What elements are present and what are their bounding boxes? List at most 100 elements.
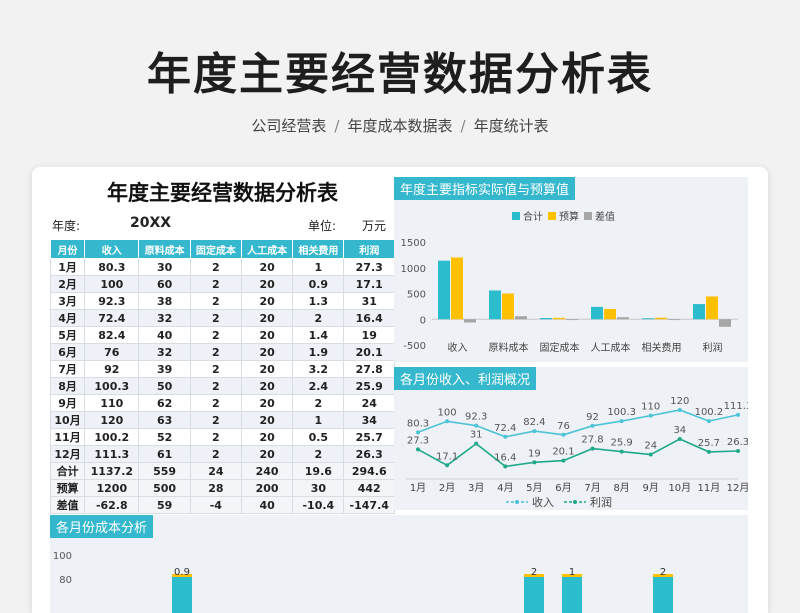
table-cell[interactable]: 559: [138, 462, 191, 480]
table-cell[interactable]: 17.1: [343, 275, 395, 293]
table-cell[interactable]: 92.3: [84, 292, 140, 310]
table-cell[interactable]: 20: [240, 411, 294, 429]
spreadsheet-preview-card[interactable]: 年度主要经营数据分析表 年度: 20XX 单位: 万元 月份 收入 原料成本 固定成本…: [32, 167, 768, 613]
table-cell[interactable]: 20: [240, 394, 294, 412]
table-cell[interactable]: 2: [189, 377, 242, 395]
table-cell[interactable]: 40: [138, 326, 191, 344]
table-cell[interactable]: 240: [240, 462, 294, 480]
table-cell[interactable]: 200: [240, 479, 294, 497]
table-cell[interactable]: 76: [84, 343, 140, 361]
table-cell[interactable]: 32: [138, 343, 191, 361]
table-cell[interactable]: 3.2: [292, 360, 345, 378]
table-cell[interactable]: 20: [240, 275, 294, 293]
table-cell[interactable]: 12月: [49, 445, 86, 463]
table-cell[interactable]: 111.3: [84, 445, 140, 463]
table-cell[interactable]: 7月: [49, 360, 86, 378]
table-cell[interactable]: 0.9: [292, 275, 345, 293]
breadcrumb-item-company[interactable]: 公司经营表: [251, 117, 327, 135]
table-cell[interactable]: 差值: [49, 496, 86, 514]
table-cell[interactable]: 19: [343, 326, 395, 344]
table-cell[interactable]: 20: [240, 360, 294, 378]
table-cell[interactable]: 20: [240, 326, 294, 344]
table-cell[interactable]: 62: [138, 394, 191, 412]
table-cell[interactable]: 2: [292, 309, 345, 327]
table-cell[interactable]: 2: [292, 394, 345, 412]
table-cell[interactable]: 60: [138, 275, 191, 293]
table-cell[interactable]: 82.4: [84, 326, 140, 344]
table-cell[interactable]: 20: [240, 445, 294, 463]
table-cell[interactable]: 20: [240, 309, 294, 327]
table-cell[interactable]: 63: [138, 411, 191, 429]
table-cell[interactable]: 2: [189, 445, 242, 463]
table-cell[interactable]: 24: [189, 462, 242, 480]
table-cell[interactable]: 2: [189, 309, 242, 327]
table-cell[interactable]: -147.4: [343, 496, 395, 514]
table-cell[interactable]: 1月: [49, 258, 86, 276]
table-cell[interactable]: 30: [292, 479, 345, 497]
table-cell[interactable]: 2: [189, 326, 242, 344]
table-cell[interactable]: 72.4: [84, 309, 140, 327]
table-cell[interactable]: 28: [189, 479, 242, 497]
table-cell[interactable]: 19.6: [292, 462, 345, 480]
table-cell[interactable]: 11月: [49, 428, 86, 446]
table-cell[interactable]: 25.9: [343, 377, 395, 395]
table-cell[interactable]: 2: [292, 445, 345, 463]
table-cell[interactable]: 20: [240, 428, 294, 446]
table-cell[interactable]: 预算: [49, 479, 86, 497]
table-cell[interactable]: 16.4: [343, 309, 395, 327]
table-cell[interactable]: 294.6: [343, 462, 395, 480]
table-cell[interactable]: 2: [189, 411, 242, 429]
table-cell[interactable]: 500: [138, 479, 191, 497]
breadcrumb-item-stats[interactable]: 年度统计表: [473, 117, 549, 135]
table-cell[interactable]: 5月: [49, 326, 86, 344]
table-cell[interactable]: 1: [292, 258, 345, 276]
table-cell[interactable]: 1.4: [292, 326, 345, 344]
table-cell[interactable]: 2.4: [292, 377, 345, 395]
table-cell[interactable]: 1200: [84, 479, 140, 497]
table-cell[interactable]: 110: [84, 394, 140, 412]
table-cell[interactable]: 0.5: [292, 428, 345, 446]
breadcrumb-item-cost[interactable]: 年度成本数据表: [347, 117, 453, 135]
table-cell[interactable]: 20: [240, 292, 294, 310]
table-cell[interactable]: 120: [84, 411, 140, 429]
table-cell[interactable]: 38: [138, 292, 191, 310]
table-cell[interactable]: 61: [138, 445, 191, 463]
table-cell[interactable]: 39: [138, 360, 191, 378]
table-cell[interactable]: 2: [189, 428, 242, 446]
table-cell[interactable]: 20: [240, 343, 294, 361]
table-cell[interactable]: -10.4: [292, 496, 345, 514]
table-cell[interactable]: -62.8: [84, 496, 140, 514]
table-cell[interactable]: 52: [138, 428, 191, 446]
table-cell[interactable]: 8月: [49, 377, 86, 395]
table-cell[interactable]: 9月: [49, 394, 86, 412]
table-cell[interactable]: 32: [138, 309, 191, 327]
table-cell[interactable]: 1137.2: [84, 462, 140, 480]
table-cell[interactable]: 合计: [49, 462, 86, 480]
table-cell[interactable]: 59: [138, 496, 191, 514]
table-cell[interactable]: 20: [240, 258, 294, 276]
table-cell[interactable]: 100.3: [84, 377, 140, 395]
table-cell[interactable]: 442: [343, 479, 395, 497]
table-cell[interactable]: 20.1: [343, 343, 395, 361]
table-cell[interactable]: 27.8: [343, 360, 395, 378]
table-cell[interactable]: 2: [189, 275, 242, 293]
table-cell[interactable]: 31: [343, 292, 395, 310]
table-cell[interactable]: 2月: [49, 275, 86, 293]
table-cell[interactable]: 4月: [49, 309, 86, 327]
table-cell[interactable]: 6月: [49, 343, 86, 361]
table-cell[interactable]: 20: [240, 377, 294, 395]
table-cell[interactable]: 92: [84, 360, 140, 378]
table-cell[interactable]: 40: [240, 496, 294, 514]
table-cell[interactable]: 1: [292, 411, 345, 429]
table-cell[interactable]: 27.3: [343, 258, 395, 276]
table-cell[interactable]: 2: [189, 343, 242, 361]
table-cell[interactable]: 3月: [49, 292, 86, 310]
table-cell[interactable]: 2: [189, 292, 242, 310]
table-cell[interactable]: 25.7: [343, 428, 395, 446]
table-cell[interactable]: 100: [84, 275, 140, 293]
table-cell[interactable]: 10月: [49, 411, 86, 429]
table-cell[interactable]: 1.9: [292, 343, 345, 361]
table-cell[interactable]: 2: [189, 360, 242, 378]
table-cell[interactable]: 50: [138, 377, 191, 395]
table-cell[interactable]: 2: [189, 394, 242, 412]
